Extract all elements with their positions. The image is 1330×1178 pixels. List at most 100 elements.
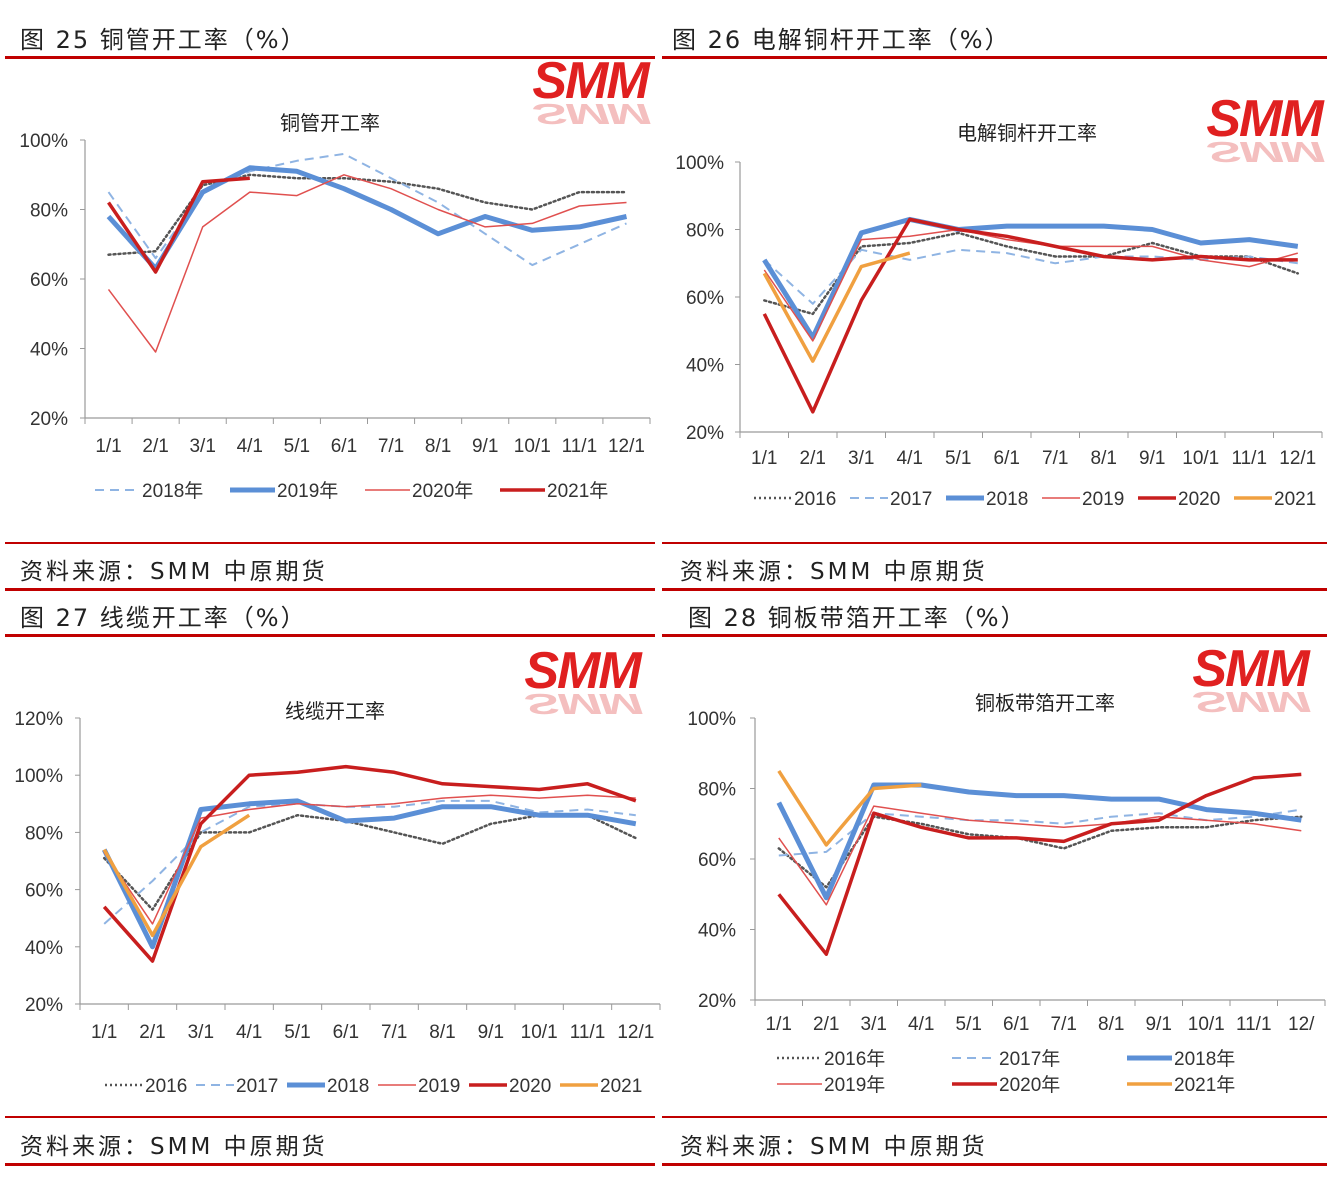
x-tick-label: 12/1 xyxy=(617,1022,654,1043)
chart-title: 电解铜杆开工率 xyxy=(957,122,1097,145)
top-rule-27 xyxy=(5,634,655,637)
series-line-2021 xyxy=(102,813,251,938)
x-tick-label: 10/1 xyxy=(1182,448,1219,469)
legend-label: 2016 xyxy=(145,1076,187,1097)
x-tick-label: 3/1 xyxy=(861,1014,887,1035)
y-tick-label: 60% xyxy=(686,288,724,309)
top-rule-28 xyxy=(662,634,1327,637)
x-tick-label: 1/1 xyxy=(91,1022,117,1043)
legend-label: 2020 xyxy=(1178,489,1220,510)
x-tick-label: 5/1 xyxy=(284,436,310,457)
series-line-2016年 xyxy=(777,815,1303,889)
x-tick-label: 2/1 xyxy=(142,436,168,457)
series-line-2020 xyxy=(762,217,1298,414)
series-line-2017 xyxy=(763,248,1298,305)
y-tick-label: 80% xyxy=(25,823,63,844)
source-rule-26 xyxy=(662,542,1327,544)
source-note-28: 资料来源：SMM 中原期货 xyxy=(680,1134,988,1160)
x-tick-label: 12/1 xyxy=(1279,448,1316,469)
x-tick-label: 5/1 xyxy=(284,1022,310,1043)
x-tick-label: 4/1 xyxy=(236,1022,262,1043)
x-tick-label: 4/1 xyxy=(908,1014,934,1035)
series-line-2017 xyxy=(103,799,636,925)
y-tick-label: 100% xyxy=(687,709,736,730)
bottom-rule-28 xyxy=(662,1163,1327,1166)
x-tick-label: 7/1 xyxy=(378,436,404,457)
svg-text:SMM: SMM xyxy=(524,688,643,720)
source-note-26: 资料来源：SMM 中原期货 xyxy=(680,559,988,585)
x-tick-label: 9/1 xyxy=(478,1022,504,1043)
x-tick-label: 8/1 xyxy=(1098,1014,1124,1035)
x-tick-label: 1/1 xyxy=(766,1014,792,1035)
copper-strip-foil-operating-rate-chart: 20% 40% 60% 80% 100% 1/1 2/1 3/1 4/1 5/1 6/1 7/1 8/1… xyxy=(687,640,1326,1096)
svg-text:SMM: SMM xyxy=(1192,640,1311,698)
top-rule-right xyxy=(662,56,1327,59)
legend-label: 2017年 xyxy=(999,1048,1060,1070)
x-tick-label: 10/1 xyxy=(514,436,551,457)
copper-tube-operating-rate-chart: 20% 40% 60% 80% 100% 1/1 2/1 3/1 4/1 5/1 6/1 7/1 8/1… xyxy=(19,52,653,502)
y-tick-label: 20% xyxy=(30,409,68,430)
series-line-2019 xyxy=(103,794,636,925)
series-line-2020年 xyxy=(107,174,627,353)
y-tick-label: 20% xyxy=(686,423,724,444)
series-line-2018年 xyxy=(776,782,1302,901)
x-tick-label: 11/1 xyxy=(1236,1014,1272,1035)
x-tick-label: 7/1 xyxy=(381,1022,407,1043)
legend-label: 2020 xyxy=(509,1076,551,1097)
x-tick-label: 6/1 xyxy=(1003,1014,1029,1035)
bottom-rule-25 xyxy=(5,588,655,591)
x-tick-label: 11/1 xyxy=(562,436,598,457)
x-tick-label: 2/1 xyxy=(813,1014,839,1035)
chart-title: 线缆开工率 xyxy=(285,700,385,723)
y-tick-label: 40% xyxy=(698,921,736,942)
y-tick-label: 100% xyxy=(14,766,63,787)
x-tick-label: 12/ xyxy=(1288,1014,1315,1035)
x-tick-label: 4/1 xyxy=(237,436,263,457)
x-tick-label: 6/1 xyxy=(331,436,357,457)
x-tick-label: 11/1 xyxy=(570,1022,606,1043)
source-note-25: 资料来源：SMM 中原期货 xyxy=(20,559,328,585)
y-tick-label: 80% xyxy=(30,201,68,222)
x-tick-label: 8/1 xyxy=(425,436,451,457)
cable-operating-rate-chart: 20% 40% 60% 80% 100% 120% 1/1 2/1 3/1 4/1 5/1 6/1 7/… xyxy=(14,642,661,1097)
series-line-2019年 xyxy=(106,165,628,272)
x-tick-label: 9/1 xyxy=(1146,1014,1172,1035)
legend-label: 2018 xyxy=(986,489,1028,510)
x-tick-label: 2/1 xyxy=(800,448,826,469)
figure-28-caption: 图 28 铜板带箔开工率（%） xyxy=(688,604,1027,632)
x-tick-label: 5/1 xyxy=(956,1014,982,1035)
legend-label: 2021年 xyxy=(1174,1074,1235,1096)
series-line-2018 xyxy=(101,798,637,950)
legend-label: 2020年 xyxy=(999,1074,1060,1096)
svg-text:SMM: SMM xyxy=(532,52,651,110)
x-tick-label: 2/1 xyxy=(139,1022,165,1043)
y-tick-label: 20% xyxy=(25,995,63,1016)
y-tick-label: 60% xyxy=(30,270,68,291)
source-note-27: 资料来源：SMM 中原期货 xyxy=(20,1134,328,1160)
x-tick-label: 1/1 xyxy=(95,436,121,457)
top-rule-left xyxy=(5,56,655,59)
source-rule-28 xyxy=(662,1116,1327,1118)
x-tick-label: 9/1 xyxy=(1139,448,1165,469)
x-tick-label: 10/1 xyxy=(521,1022,558,1043)
legend-label: 2019 xyxy=(418,1076,460,1097)
legend-label: 2019年 xyxy=(824,1074,885,1096)
svg-text:SMM: SMM xyxy=(1206,136,1325,168)
series-line-2021年 xyxy=(107,176,250,274)
legend-label: 2018 xyxy=(327,1076,369,1097)
figure-27-caption: 图 27 线缆开工率（%） xyxy=(20,604,307,632)
x-tick-label: 11/1 xyxy=(1231,448,1267,469)
source-rule-25 xyxy=(5,542,655,544)
series-line-2020 xyxy=(102,764,637,963)
bottom-rule-27 xyxy=(5,1163,655,1166)
x-tick-label: 3/1 xyxy=(848,448,874,469)
x-tick-label: 7/1 xyxy=(1051,1014,1077,1035)
svg-text:SMM: SMM xyxy=(1192,686,1311,718)
legend-label: 2021年 xyxy=(547,480,608,502)
y-tick-label: 100% xyxy=(675,153,724,174)
legend-label: 2021 xyxy=(600,1076,642,1097)
x-tick-label: 12/1 xyxy=(608,436,645,457)
